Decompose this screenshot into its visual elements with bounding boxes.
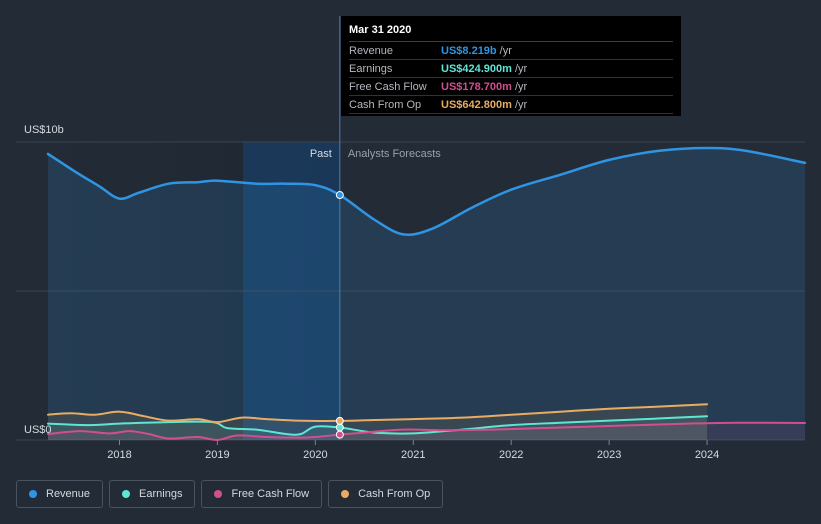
legend-dot-icon	[122, 490, 131, 498]
legend: Revenue Earnings Free Cash Flow Cash Fro…	[16, 480, 444, 508]
tooltip-row-revenue: Revenue US$8.219b /yr	[349, 42, 673, 60]
legend-label: Free Cash Flow	[231, 488, 310, 500]
past-label: Past	[310, 148, 332, 160]
legend-revenue[interactable]: Revenue	[16, 480, 104, 508]
tooltip-unit: /yr	[514, 98, 528, 111]
tooltip-row-cash-from-op: Cash From Op US$642.800m /yr	[349, 96, 673, 114]
cash-from-op-line	[47, 403, 709, 424]
tooltip-value: US$178.700m	[441, 80, 512, 93]
x-tick-label: 2022	[499, 449, 523, 461]
tooltip-label: Earnings	[349, 62, 393, 75]
x-tick-label: 2023	[597, 449, 621, 461]
tooltip-row-earnings: Earnings US$424.900m /yr	[349, 60, 673, 78]
x-tick-label: 2018	[107, 449, 131, 461]
tooltip-value: US$642.800m	[441, 98, 512, 111]
legend-dot-icon	[214, 490, 223, 498]
tooltip-value: US$8.219b	[441, 44, 497, 57]
tooltip-label: Cash From Op	[349, 98, 422, 111]
free-cash-flow-line	[47, 421, 806, 442]
legend-free-cash-flow[interactable]: Free Cash Flow	[201, 480, 323, 508]
y-axis-bottom-label: US$0	[24, 424, 52, 436]
legend-label: Revenue	[46, 488, 91, 500]
tooltip-label: Revenue	[349, 44, 394, 57]
tooltip-unit: /yr	[499, 44, 512, 57]
tooltip-label: Free Cash Flow	[349, 80, 427, 93]
legend-dot-icon	[341, 490, 350, 498]
forecast-label: Analysts Forecasts	[348, 148, 441, 160]
tooltip-row-free-cash-flow: Free Cash Flow US$178.700m /yr	[349, 78, 673, 96]
tooltip: Mar 31 2020 Revenue US$8.219b /yr Earnin…	[341, 16, 681, 116]
revenue-area	[48, 148, 805, 440]
earnings-line	[47, 415, 709, 436]
earnings-marker	[335, 423, 344, 432]
x-tick-label: 2020	[303, 449, 327, 461]
legend-label: Earnings	[139, 488, 183, 500]
x-tick-label: 2019	[205, 449, 229, 461]
legend-earnings[interactable]: Earnings	[109, 480, 196, 508]
x-tick-label: 2024	[695, 449, 719, 461]
free-cash-flow-marker	[335, 430, 344, 439]
tooltip-value: US$424.900m	[441, 62, 512, 75]
cash-from-op-marker	[335, 416, 344, 425]
legend-cash-from-op[interactable]: Cash From Op	[328, 480, 444, 508]
y-axis-top-label: US$10b	[24, 124, 64, 136]
revenue-marker	[335, 191, 344, 200]
legend-label: Cash From Op	[358, 488, 431, 500]
tooltip-unit: /yr	[514, 80, 528, 93]
x-tick-label: 2021	[401, 449, 425, 461]
tooltip-date: Mar 31 2020	[349, 24, 673, 42]
chart: 2018 2019 2020 2021 2022 2023 2024 US$10b US$0…	[16, 16, 807, 461]
legend-dot-icon	[29, 490, 37, 498]
tooltip-unit: /yr	[514, 62, 528, 75]
